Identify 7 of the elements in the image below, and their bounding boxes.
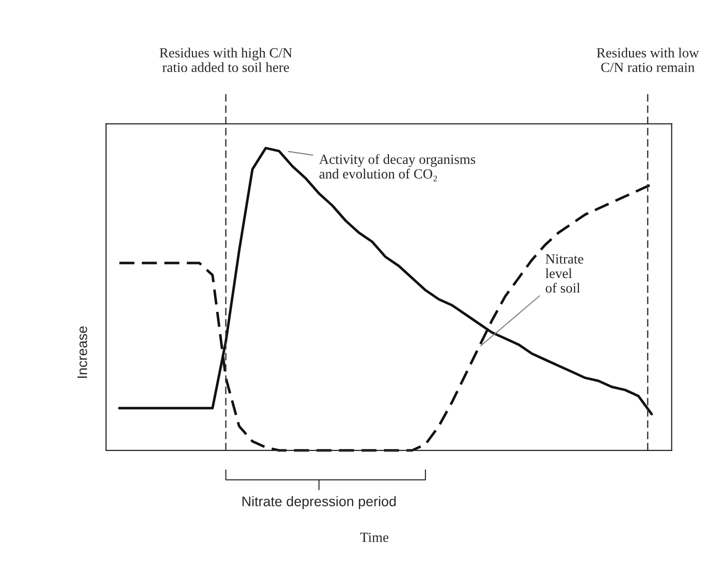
series-label: Activity of decay organisms and evolution of CO₂ <box>319 154 476 182</box>
text: Time <box>360 532 388 542</box>
text: Residues with low C/N ratio remain <box>596 48 699 72</box>
series-label: Nitrate level of soil <box>546 254 584 293</box>
text: Residues with high C/N ratio added to soil here <box>160 48 292 72</box>
y-axis-title: Increase <box>77 326 88 378</box>
text: Nitrate depression period <box>242 496 396 510</box>
